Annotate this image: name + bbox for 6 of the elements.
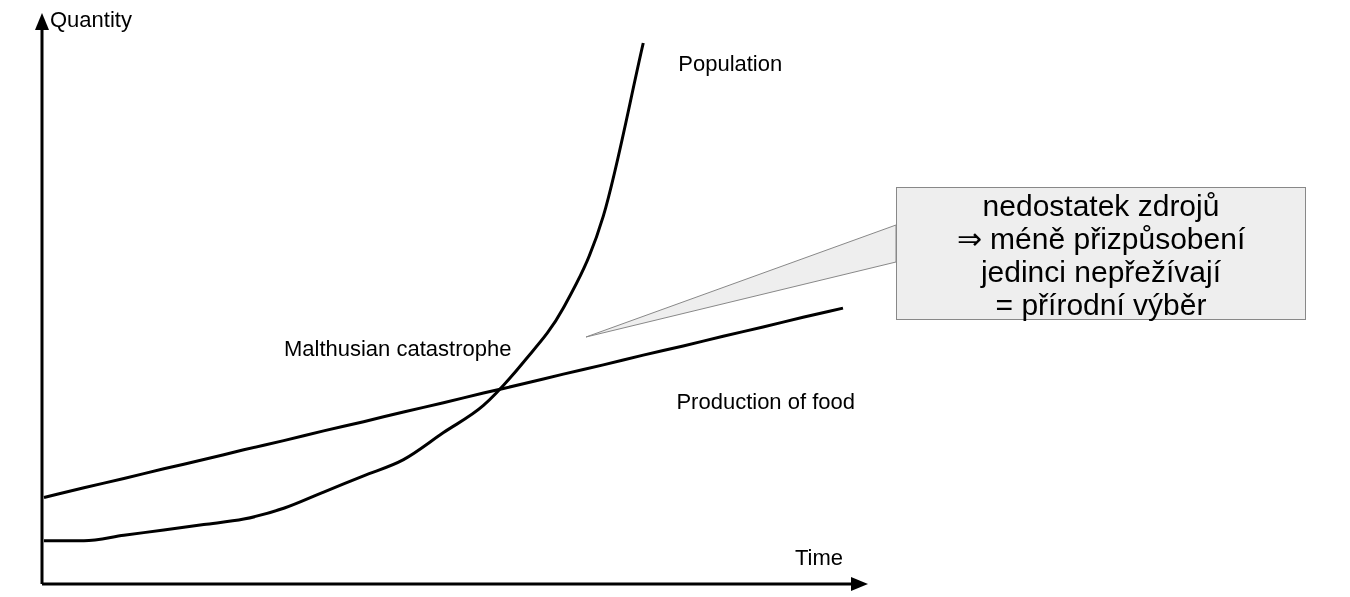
series-label: Production of food: [676, 389, 855, 415]
y-axis-title: Quantity: [50, 7, 132, 33]
speech-callout: nedostatek zdrojů ⇒ méně přizpůsobení jedinci nepřežívají = přírodní výběr: [578, 187, 1308, 342]
x-axis-title: Time: [794, 545, 843, 571]
annotation: Malthusian catastrophe: [283, 336, 512, 362]
series-label: Population: [678, 51, 783, 77]
